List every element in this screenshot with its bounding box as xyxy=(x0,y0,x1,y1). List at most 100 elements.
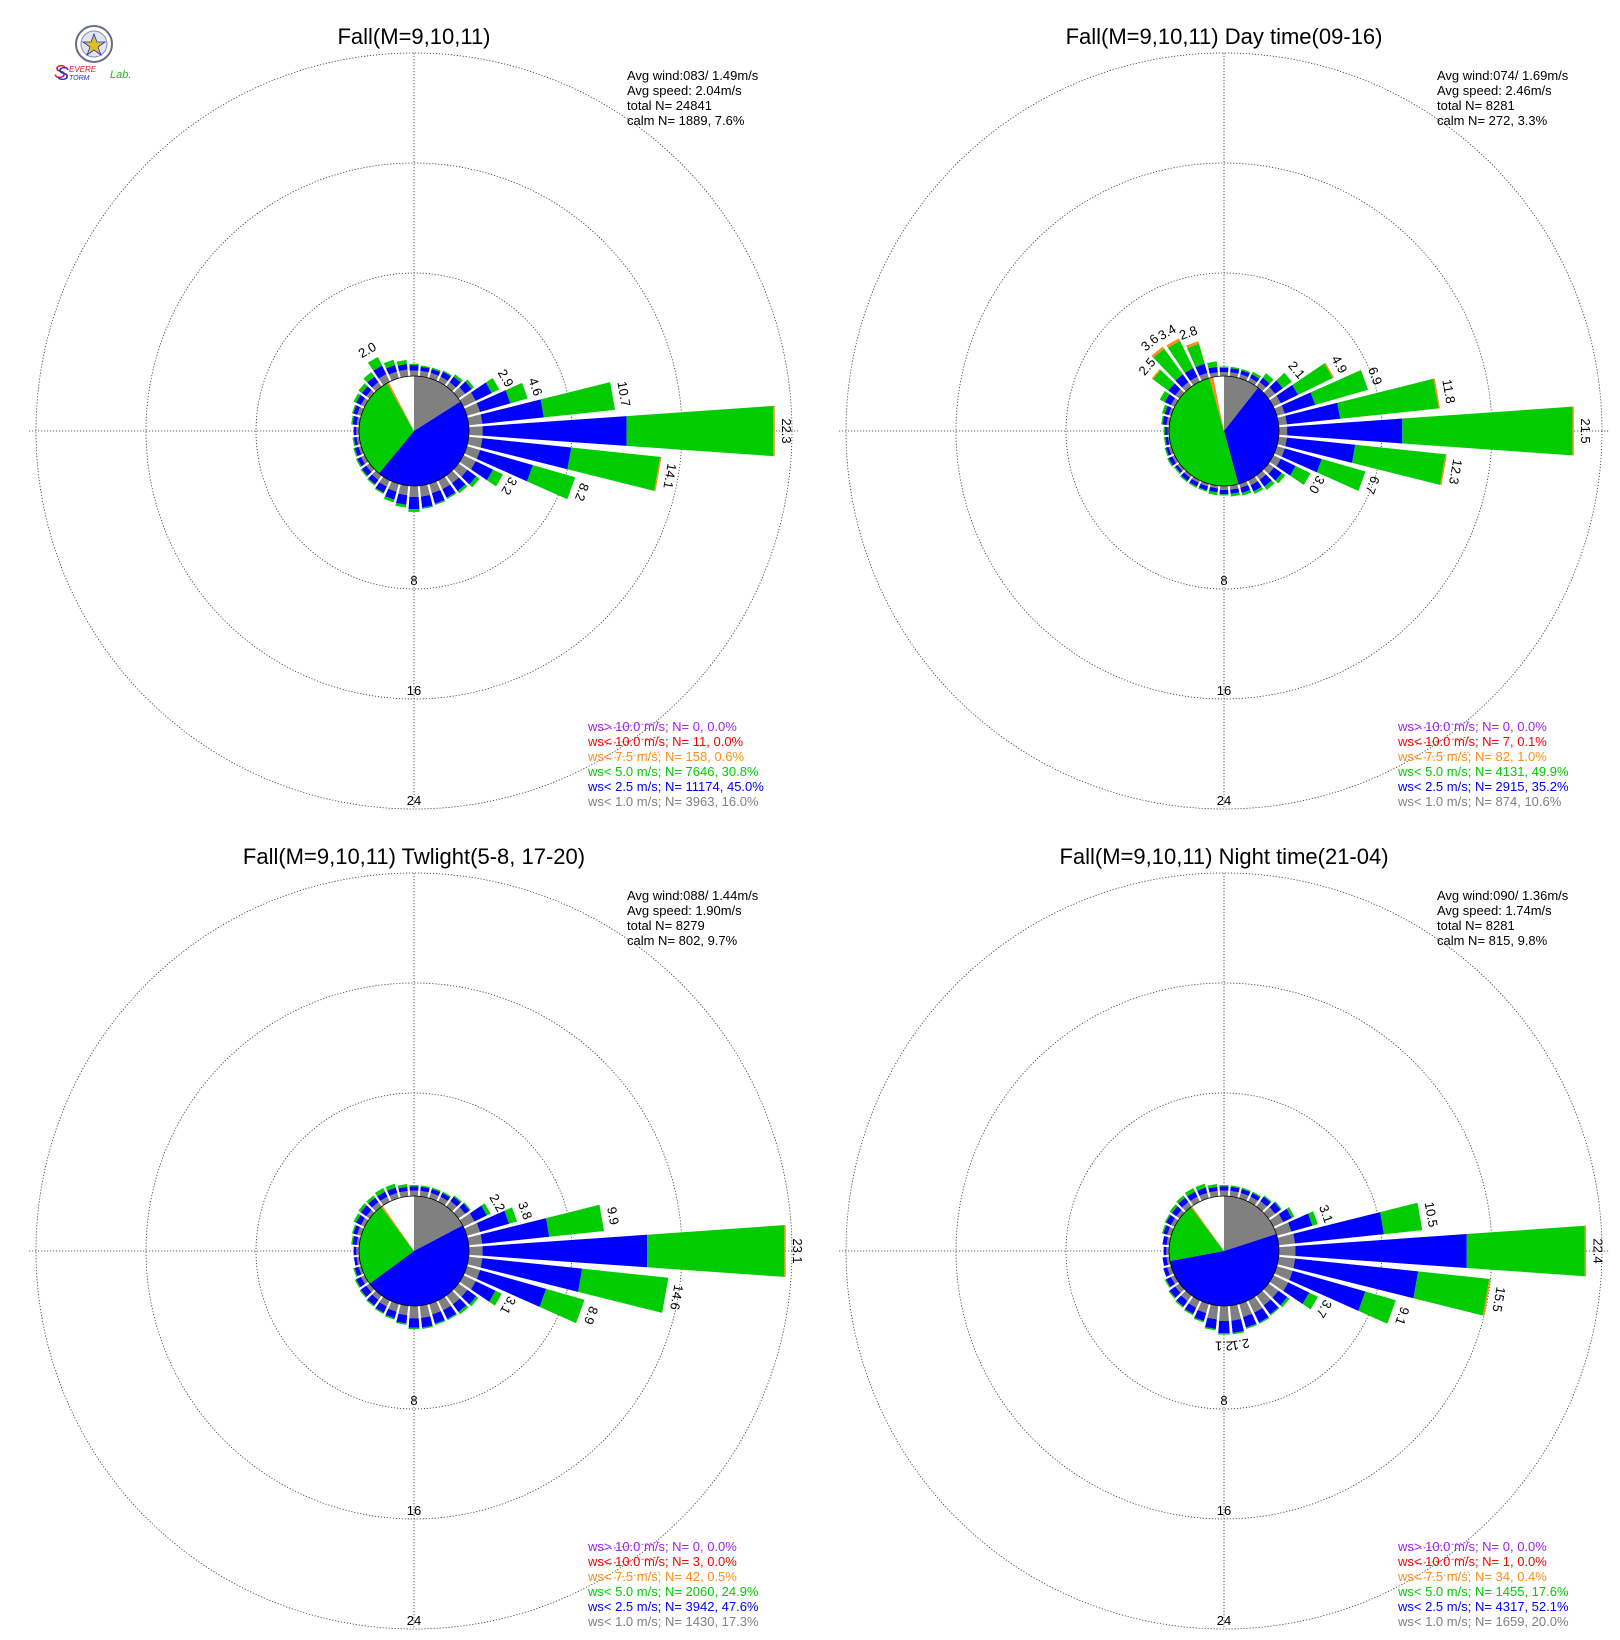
bar-segment-grey xyxy=(409,485,419,497)
ring-label: 8 xyxy=(410,1393,417,1408)
bar-segment-green xyxy=(358,1203,367,1213)
bar-segment-blue xyxy=(354,446,362,457)
bar-segment-grey xyxy=(1219,485,1229,490)
bar-segment-grey xyxy=(1256,1200,1267,1212)
bar-segment-blue xyxy=(1198,483,1209,491)
bar-segment-green xyxy=(1187,343,1205,367)
bar-segment-blue xyxy=(1293,1258,1419,1299)
legend-entry: ws< 7.5 m/s; N= 34, 0.4% xyxy=(1397,1569,1547,1584)
bar-segment-orange xyxy=(1584,1225,1587,1277)
bar-segment-grey xyxy=(419,484,430,497)
legend-entry: ws< 5.0 m/s; N= 4131, 49.9% xyxy=(1397,764,1569,779)
bar-segment-blue xyxy=(352,1236,358,1245)
bar-value-label: 4.9 xyxy=(1329,353,1351,376)
bar-segment-grey xyxy=(1239,374,1249,381)
lab-logo: S S EVERE TORM Lab. xyxy=(52,24,148,84)
bar-segment-grey xyxy=(1274,446,1285,457)
legend-entry: ws< 2.5 m/s; N= 3942, 47.6% xyxy=(587,1599,759,1614)
bar-value-label: 9.9 xyxy=(604,1206,622,1226)
bar-segment-blue xyxy=(368,1197,379,1208)
bar-segment-green xyxy=(1286,1207,1295,1218)
pie-slice-lt5 xyxy=(1169,377,1239,486)
bar-segment-blue xyxy=(375,1302,387,1313)
bar-segment-green xyxy=(366,1195,376,1204)
bar-segment-blue xyxy=(1250,481,1262,492)
bar-segment-green xyxy=(1167,458,1173,467)
bar-segment-green xyxy=(546,1204,605,1237)
stats-line: Avg wind:088/ 1.44m/s xyxy=(627,888,759,903)
bar-segment-green xyxy=(1275,473,1286,484)
bar-segment-green xyxy=(1164,1279,1171,1288)
bar-segment-green xyxy=(1466,1225,1585,1277)
legend-entry: ws< 5.0 m/s; N= 1455, 17.6% xyxy=(1397,1584,1569,1599)
bar-segment-green xyxy=(1258,1317,1270,1324)
bar-segment-blue xyxy=(373,365,387,379)
bar-segment-blue xyxy=(367,376,379,388)
bar-segment-grey xyxy=(429,1301,441,1315)
stats-line: Avg wind:074/ 1.69m/s xyxy=(1437,68,1569,83)
bar-segment-blue xyxy=(1260,1196,1271,1207)
bar-segment-green xyxy=(1290,465,1311,485)
bar-segment-blue xyxy=(470,461,494,481)
bar-segment-green xyxy=(1193,1317,1204,1323)
bar-segment-green xyxy=(409,1185,419,1187)
bar-value-label: 6.7 xyxy=(1363,474,1383,496)
bar-segment-grey xyxy=(1263,463,1275,474)
bar-value-label: 2.8 xyxy=(1177,323,1199,343)
bar-segment-green xyxy=(359,1289,367,1298)
bar-segment-blue xyxy=(461,1289,477,1305)
bar-segment-green xyxy=(363,372,375,383)
bar-segment-green xyxy=(352,437,356,446)
bar-value-label: 3.8 xyxy=(515,1199,535,1221)
bar-segment-green xyxy=(486,469,503,487)
legend-strike xyxy=(597,721,661,731)
bar-value-label: 2.1 xyxy=(1215,1338,1233,1353)
bar-segment-blue xyxy=(409,365,419,371)
bar-segment-blue xyxy=(421,1316,433,1328)
legend-entry: ws> 10.0 m/s; N= 0, 0.0% xyxy=(1397,1539,1547,1554)
bar-segment-green xyxy=(457,484,468,494)
bar-segment-green xyxy=(409,363,419,366)
bar-segment-grey xyxy=(446,470,459,484)
pie-slice-lt2-5 xyxy=(1169,1234,1279,1307)
bar-segment-grey xyxy=(1207,1304,1219,1320)
bar-segment-green xyxy=(358,383,368,394)
bar-segment-grey xyxy=(1274,405,1285,416)
bar-segment-grey xyxy=(388,481,399,492)
bar-segment-blue xyxy=(1293,1212,1384,1244)
bar-segment-blue xyxy=(1289,1270,1366,1311)
bar-segment-green xyxy=(353,1268,358,1277)
pie-outline xyxy=(358,375,470,487)
bar-value-label: 8.9 xyxy=(581,1304,601,1326)
bar-segment-blue xyxy=(476,1269,547,1307)
bar-value-label: 12.3 xyxy=(1446,458,1465,486)
ring-label: 8 xyxy=(1220,1393,1227,1408)
bar-segment-green xyxy=(1219,494,1229,496)
bar-value-label: 14.6 xyxy=(667,1284,686,1312)
bar-segment-green xyxy=(1302,1292,1318,1310)
bar-segment-green xyxy=(1276,372,1292,389)
bar-segment-grey xyxy=(438,376,448,386)
bar-segment-blue xyxy=(387,1187,398,1196)
lab-logo-graphic: S S EVERE TORM Lab. xyxy=(54,25,131,84)
bar-segment-blue xyxy=(354,1266,362,1277)
bar-value-label: 2.9 xyxy=(495,366,517,389)
ring-label: 8 xyxy=(410,573,417,588)
bar-value-label: 3.1 xyxy=(1316,1203,1336,1225)
bar-segment-green xyxy=(1352,444,1446,485)
bar-segment-green xyxy=(1241,1187,1251,1192)
legend-entry: ws< 1.0 m/s; N= 1430, 17.3% xyxy=(587,1614,759,1629)
bar-segment-grey xyxy=(464,403,481,416)
bar-segment-green xyxy=(647,1225,785,1277)
bar-segment-green xyxy=(1263,1195,1272,1203)
bar-segment-blue xyxy=(1240,485,1251,494)
bar-segment-grey xyxy=(360,397,369,407)
bar-segment-green xyxy=(1168,1290,1176,1299)
bar-segment-blue xyxy=(1164,405,1172,416)
bar-segment-blue xyxy=(377,1191,388,1201)
bar-segment-blue xyxy=(1281,448,1322,473)
bar-segment-blue xyxy=(1165,1276,1175,1288)
bar-segment-green xyxy=(1337,378,1439,419)
bar-segment-green xyxy=(446,492,457,499)
bar-segment-blue xyxy=(1281,392,1316,414)
